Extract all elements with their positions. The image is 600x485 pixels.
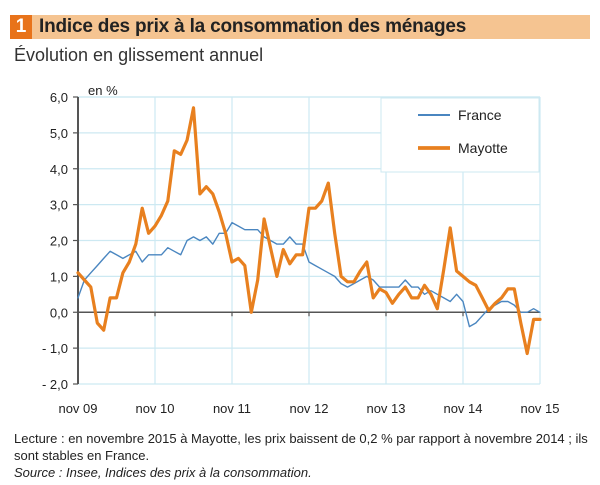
x-tick-label: nov 11 bbox=[213, 401, 251, 416]
figure-number: 1 bbox=[10, 15, 32, 39]
chart-footer: Lecture : en novembre 2015 à Mayotte, le… bbox=[14, 430, 589, 481]
x-tick-label: nov 09 bbox=[58, 401, 97, 416]
x-tick-label: nov 15 bbox=[520, 401, 559, 416]
x-tick-label: nov 10 bbox=[135, 401, 174, 416]
y-tick-label: 1,0 bbox=[50, 269, 68, 284]
y-axis-ticks: 6,0 5,0 4,0 3,0 2,0 1,0 0,0 - 1,0 - 2,0 bbox=[42, 90, 78, 392]
legend: France Mayotte bbox=[380, 97, 540, 173]
legend-label-france: France bbox=[458, 107, 502, 123]
y-axis-label: en % bbox=[88, 83, 118, 98]
y-tick-label: 6,0 bbox=[50, 90, 68, 105]
reading-note: Lecture : en novembre 2015 à Mayotte, le… bbox=[14, 431, 588, 463]
y-tick-label: - 2,0 bbox=[42, 377, 68, 392]
legend-box bbox=[380, 97, 540, 173]
legend-label-mayotte: Mayotte bbox=[458, 140, 508, 156]
y-tick-label: 5,0 bbox=[50, 126, 68, 141]
chart-subtitle: Évolution en glissement annuel bbox=[14, 45, 264, 65]
x-axis-ticks: nov 09 nov 10 nov 11 nov 12 nov 13 nov 14 nov … bbox=[58, 312, 560, 416]
x-tick-label: nov 12 bbox=[289, 401, 328, 416]
series-lines bbox=[76, 106, 542, 356]
chart-title-bar: 1 Indice des prix à la consommation des … bbox=[10, 15, 590, 39]
series-line-mayotte bbox=[76, 106, 542, 356]
y-tick-label: - 1,0 bbox=[42, 341, 68, 356]
x-tick-label: nov 13 bbox=[366, 401, 405, 416]
chart-title: Indice des prix à la consommation des mé… bbox=[39, 16, 467, 37]
y-tick-label: 0,0 bbox=[50, 305, 68, 320]
y-tick-label: 2,0 bbox=[50, 234, 68, 249]
line-chart: 6,05,04,03,02,01,00,0- 1,0- 2,0 nov 09 no… bbox=[42, 83, 560, 416]
y-tick-label: 3,0 bbox=[50, 198, 68, 213]
series-line-france bbox=[77, 221, 541, 328]
x-tick-label: nov 14 bbox=[443, 401, 482, 416]
y-tick-label: 4,0 bbox=[50, 162, 68, 177]
source-note: Source : Insee, Indices des prix à la co… bbox=[14, 465, 312, 480]
